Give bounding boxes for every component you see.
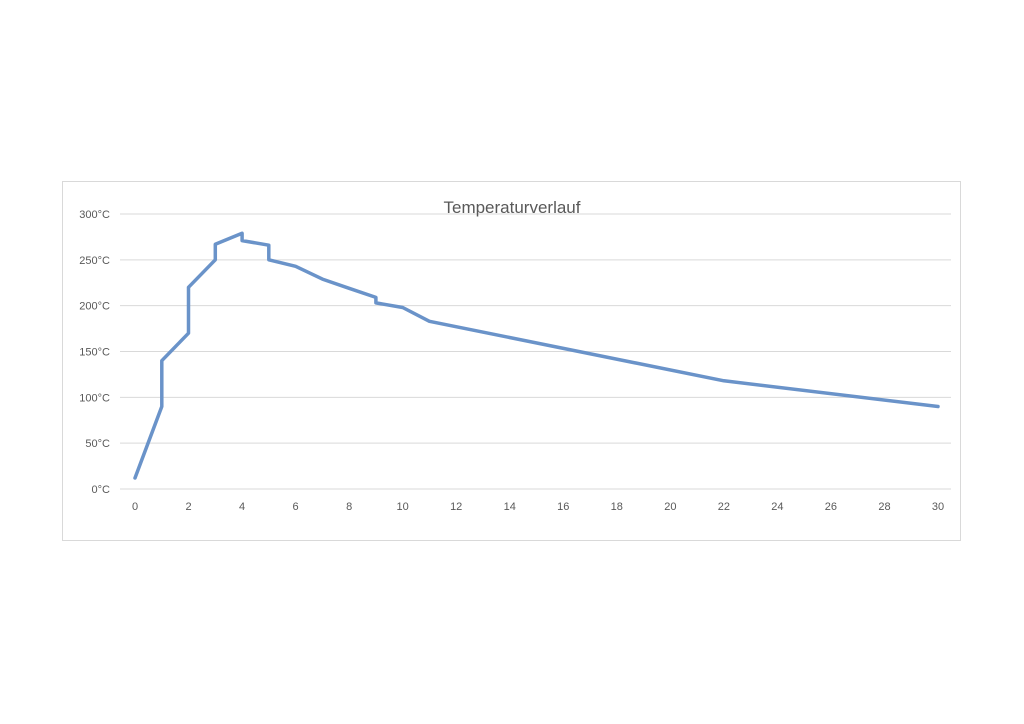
x-tick-label: 26 bbox=[825, 501, 837, 513]
gridlines bbox=[120, 213, 951, 490]
x-tick-label: 28 bbox=[878, 501, 890, 513]
y-tick-label: 150°C bbox=[79, 347, 110, 359]
y-tick-label: 100°C bbox=[79, 392, 110, 404]
chart-area bbox=[62, 181, 961, 541]
x-tick-label: 14 bbox=[504, 501, 516, 513]
y-axis-tick-labels: 0°C 50°C 100°C 150°C 200°C 250°C 300°C bbox=[79, 209, 110, 496]
y-tick-label: 250°C bbox=[79, 255, 110, 267]
x-tick-label: 0 bbox=[132, 501, 138, 513]
series-layer bbox=[133, 231, 940, 480]
x-tick-label: 4 bbox=[239, 501, 245, 513]
x-axis-tick-labels: 0 2 4 6 8 10 12 14 16 18 20 22 24 26 28 30 bbox=[132, 501, 944, 513]
x-tick-label: 30 bbox=[932, 501, 944, 513]
y-tick-label: 50°C bbox=[85, 438, 110, 450]
x-tick-label: 6 bbox=[293, 501, 299, 513]
series-line bbox=[133, 231, 940, 480]
x-tick-label: 22 bbox=[718, 501, 730, 513]
chart-title: Temperaturverlauf bbox=[443, 198, 580, 217]
y-tick-label: 200°C bbox=[79, 301, 110, 313]
x-tick-label: 16 bbox=[557, 501, 569, 513]
x-tick-label: 18 bbox=[611, 501, 623, 513]
x-tick-label: 24 bbox=[771, 501, 783, 513]
y-tick-label: 300°C bbox=[79, 209, 110, 221]
y-tick-label: 0°C bbox=[92, 484, 111, 496]
x-tick-label: 8 bbox=[346, 501, 352, 513]
x-tick-label: 2 bbox=[185, 501, 191, 513]
x-tick-label: 12 bbox=[450, 501, 462, 513]
x-tick-label: 10 bbox=[397, 501, 409, 513]
x-tick-label: 20 bbox=[664, 501, 676, 513]
